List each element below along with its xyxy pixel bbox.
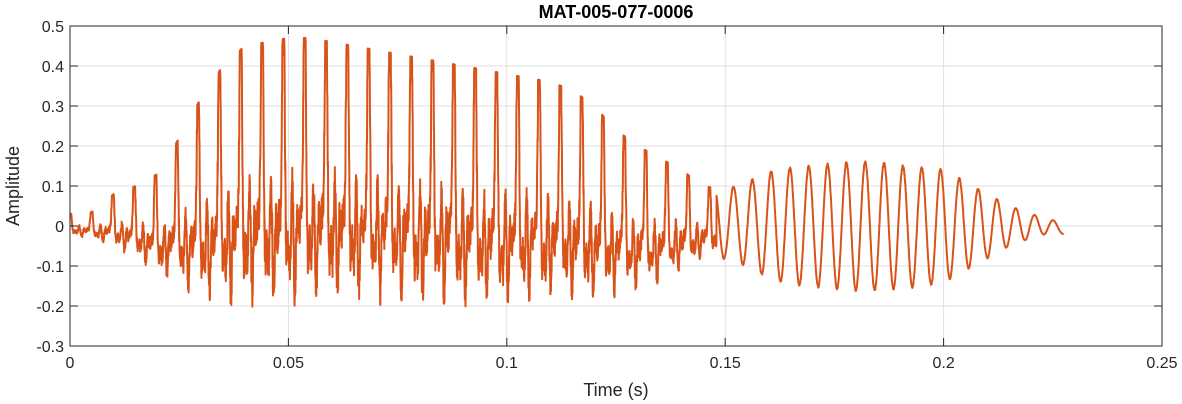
y-tick-label: 0.1 (42, 179, 64, 196)
x-tick-label: 0 (66, 355, 75, 372)
x-tick-label: 0.05 (273, 355, 304, 372)
y-tick-label: 0.4 (42, 59, 64, 76)
x-tick-label: 0.25 (1146, 355, 1177, 372)
chart-title: MAT-005-077-0006 (539, 2, 694, 22)
y-tick-label: -0.2 (36, 299, 64, 316)
x-tick-label: 0.2 (932, 355, 954, 372)
y-tick-label: -0.1 (36, 259, 64, 276)
x-axis-label: Time (s) (583, 380, 648, 400)
y-tick-label: 0.2 (42, 139, 64, 156)
y-tick-label: 0 (55, 219, 64, 236)
y-axis-label: Amplitude (3, 146, 23, 226)
y-tick-label: 0.3 (42, 99, 64, 116)
axis-ticks: 0 0.05 0.1 0.15 0.2 0.25 -0.3 -0.2 -0.1 0 0.1 0.2 0.… (36, 19, 1177, 372)
amplitude-series-line (69, 37, 1065, 308)
x-tick-label: 0.1 (496, 355, 518, 372)
y-tick-label: 0.5 (42, 19, 64, 36)
y-tick-label: -0.3 (36, 339, 64, 356)
series-layer (69, 37, 1065, 308)
x-tick-label: 0.15 (710, 355, 741, 372)
